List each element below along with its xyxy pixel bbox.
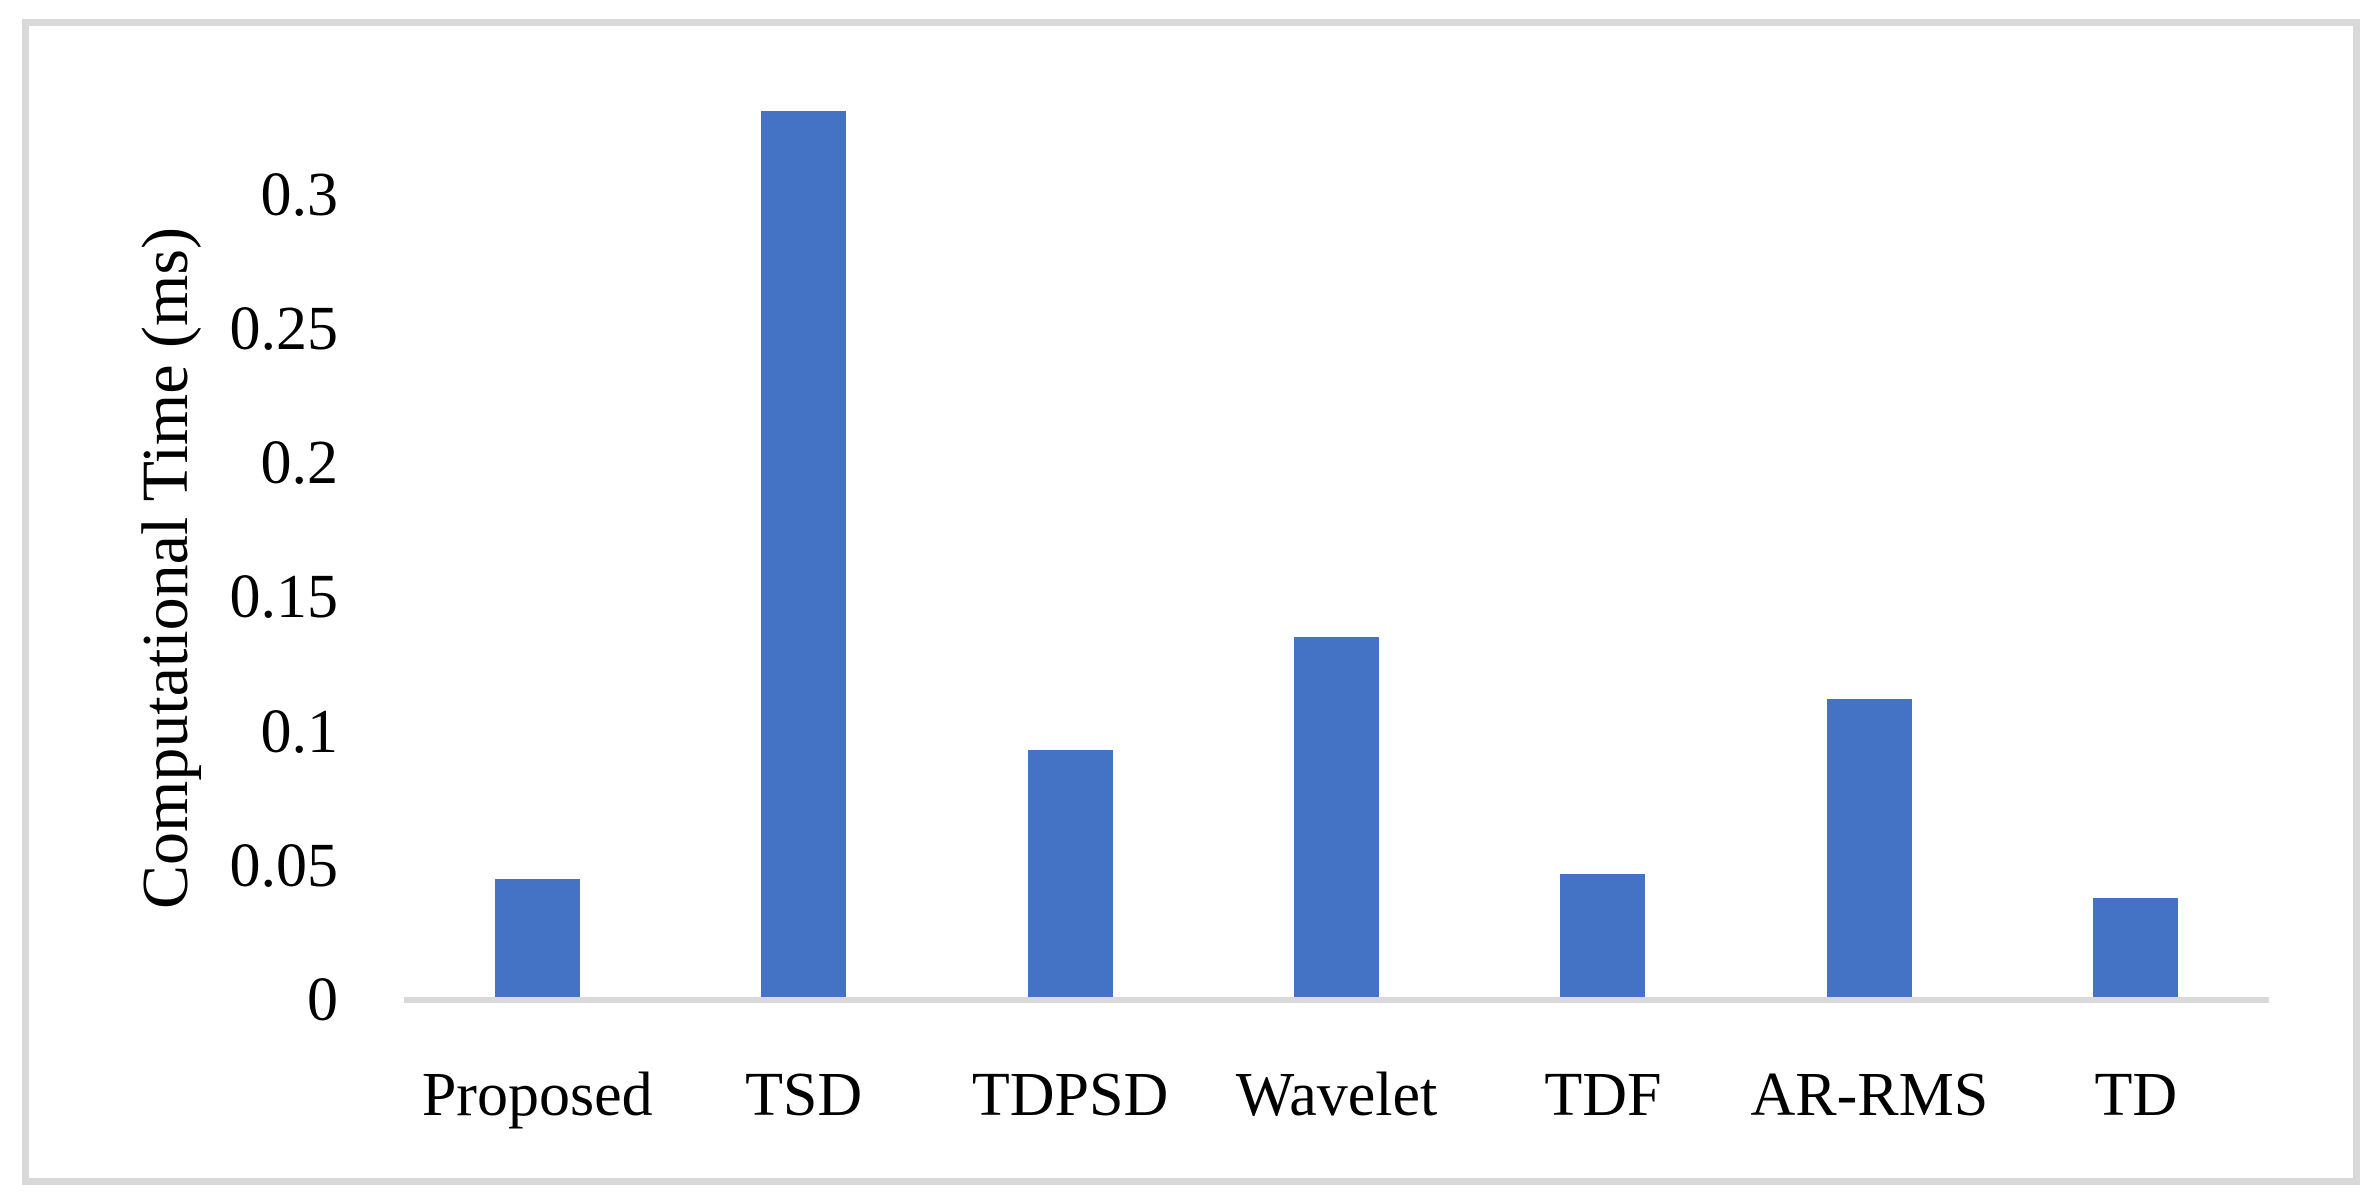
bar-tdf <box>1560 873 1646 997</box>
x-category-label-td: TD <box>2094 1061 2178 1129</box>
y-tick-label-0.15: 0.15 <box>229 563 339 632</box>
bar-wavelet <box>1294 637 1379 997</box>
y-tick-label-0.3: 0.3 <box>260 160 339 229</box>
x-axis-baseline <box>404 997 2269 1003</box>
bar-proposed <box>494 878 580 997</box>
x-category-label-wavelet: Wavelet <box>1235 1061 1438 1129</box>
x-category-label-tsd: TSD <box>745 1061 863 1129</box>
bar-td <box>2093 897 2179 997</box>
bar-tsd <box>761 111 847 997</box>
y-tick-label-0: 0 <box>307 966 338 1034</box>
x-category-label-tdpsd: TDPSD <box>971 1061 1169 1129</box>
x-category-label-tdf: TDF <box>1544 1061 1662 1129</box>
y-tick-label-0.25: 0.25 <box>229 295 339 363</box>
x-category-label-proposed: Proposed <box>421 1061 653 1129</box>
x-category-label-ar-rms: AR-RMS <box>1750 1061 1989 1129</box>
bar-ar-rms <box>1826 699 1912 997</box>
bar-tdpsd <box>1027 750 1113 997</box>
chart-outer-frame <box>22 19 2360 1185</box>
y-tick-label-0.2: 0.2 <box>260 429 339 498</box>
y-tick-label-0.1: 0.1 <box>260 697 339 766</box>
y-tick-label-0.05: 0.05 <box>229 831 339 900</box>
